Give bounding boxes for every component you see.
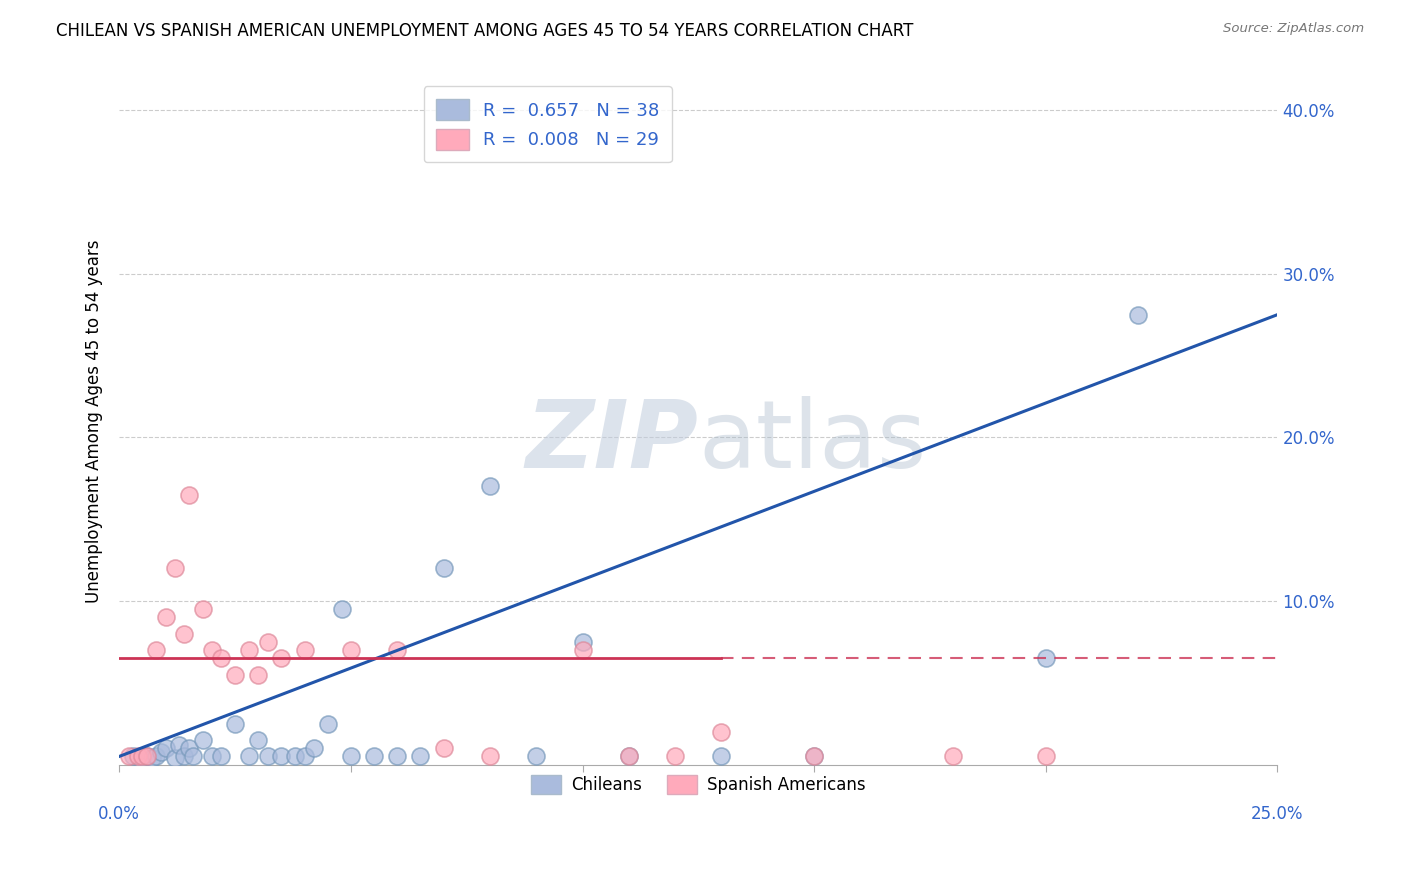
Point bbox=[131, 753, 153, 767]
Point bbox=[330, 602, 353, 616]
Point bbox=[664, 749, 686, 764]
Point bbox=[256, 749, 278, 764]
Y-axis label: Unemployment Among Ages 45 to 54 years: Unemployment Among Ages 45 to 54 years bbox=[86, 239, 103, 603]
Point bbox=[136, 749, 159, 764]
Point bbox=[155, 610, 177, 624]
Point bbox=[169, 738, 191, 752]
Point bbox=[284, 749, 307, 764]
Text: 0.0%: 0.0% bbox=[98, 805, 141, 823]
Point bbox=[1128, 308, 1150, 322]
Point bbox=[340, 749, 363, 764]
Point bbox=[141, 751, 163, 765]
Text: 25.0%: 25.0% bbox=[1251, 805, 1303, 823]
Point bbox=[201, 749, 224, 764]
Point bbox=[803, 749, 825, 764]
Point bbox=[294, 749, 316, 764]
Point bbox=[177, 741, 200, 756]
Point bbox=[294, 643, 316, 657]
Point bbox=[617, 749, 640, 764]
Point bbox=[432, 561, 454, 575]
Point bbox=[524, 749, 547, 764]
Point bbox=[201, 643, 224, 657]
Text: atlas: atlas bbox=[699, 396, 927, 488]
Point bbox=[131, 749, 153, 764]
Point bbox=[387, 749, 409, 764]
Point bbox=[122, 749, 145, 764]
Point bbox=[571, 643, 593, 657]
Text: Source: ZipAtlas.com: Source: ZipAtlas.com bbox=[1223, 22, 1364, 36]
Point bbox=[155, 741, 177, 756]
Point bbox=[302, 741, 325, 756]
Point bbox=[803, 749, 825, 764]
Point bbox=[363, 749, 385, 764]
Point bbox=[191, 733, 214, 747]
Point bbox=[209, 651, 232, 665]
Point bbox=[149, 744, 172, 758]
Point bbox=[571, 635, 593, 649]
Point bbox=[136, 749, 159, 764]
Point bbox=[173, 749, 195, 764]
Point bbox=[710, 749, 733, 764]
Text: ZIP: ZIP bbox=[526, 396, 699, 488]
Legend: Chileans, Spanish Americans: Chileans, Spanish Americans bbox=[522, 765, 876, 805]
Point bbox=[256, 635, 278, 649]
Point bbox=[340, 643, 363, 657]
Point bbox=[1035, 749, 1057, 764]
Point bbox=[1035, 651, 1057, 665]
Point bbox=[432, 741, 454, 756]
Point bbox=[316, 716, 339, 731]
Point bbox=[163, 751, 186, 765]
Point bbox=[478, 749, 501, 764]
Point bbox=[247, 733, 270, 747]
Point bbox=[191, 602, 214, 616]
Point bbox=[238, 643, 260, 657]
Point bbox=[478, 479, 501, 493]
Point bbox=[163, 561, 186, 575]
Point bbox=[224, 667, 246, 681]
Point bbox=[247, 667, 270, 681]
Point bbox=[209, 749, 232, 764]
Point bbox=[183, 749, 205, 764]
Point bbox=[710, 724, 733, 739]
Point bbox=[617, 749, 640, 764]
Point bbox=[224, 716, 246, 731]
Point bbox=[177, 488, 200, 502]
Point bbox=[409, 749, 432, 764]
Text: CHILEAN VS SPANISH AMERICAN UNEMPLOYMENT AMONG AGES 45 TO 54 YEARS CORRELATION C: CHILEAN VS SPANISH AMERICAN UNEMPLOYMENT… bbox=[56, 22, 914, 40]
Point bbox=[145, 643, 167, 657]
Point bbox=[145, 749, 167, 764]
Point bbox=[387, 643, 409, 657]
Point bbox=[238, 749, 260, 764]
Point bbox=[270, 749, 292, 764]
Point bbox=[173, 626, 195, 640]
Point bbox=[117, 749, 139, 764]
Point bbox=[270, 651, 292, 665]
Point bbox=[127, 749, 149, 764]
Point bbox=[942, 749, 965, 764]
